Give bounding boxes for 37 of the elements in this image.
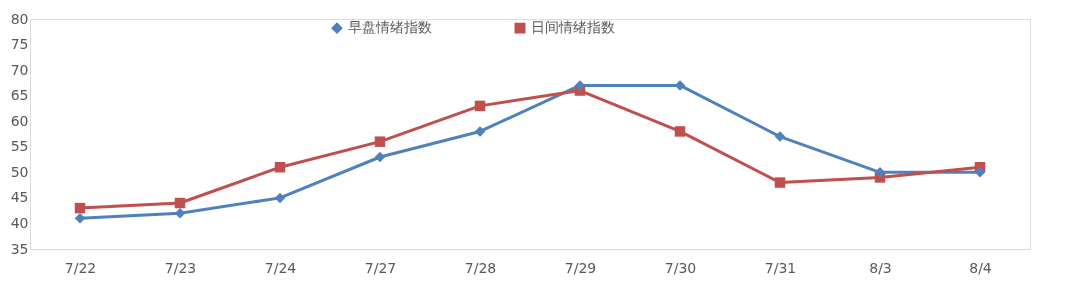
legend-label: 日间情绪指数 bbox=[531, 19, 615, 36]
x-tick-label: 7/23 bbox=[164, 259, 197, 276]
legend-label: 早盘情绪指数 bbox=[348, 19, 432, 36]
x-tick-label: 7/29 bbox=[564, 259, 597, 276]
point bbox=[974, 167, 986, 178]
x-tick-label: 8/4 bbox=[969, 259, 992, 276]
y-tick-label: 65 bbox=[10, 87, 29, 104]
y-tick-label: 70 bbox=[10, 61, 29, 78]
point bbox=[774, 177, 786, 188]
point bbox=[774, 131, 786, 142]
point bbox=[574, 80, 586, 91]
point bbox=[274, 161, 286, 173]
point bbox=[274, 192, 286, 204]
point bbox=[374, 151, 386, 163]
x-tick-label: 7/30 bbox=[664, 259, 697, 276]
point bbox=[374, 136, 386, 147]
y-tick-label: 80 bbox=[10, 10, 29, 27]
x-tick-label: 7/24 bbox=[264, 259, 297, 276]
point bbox=[674, 126, 686, 137]
x-tick-label: 7/27 bbox=[364, 259, 397, 276]
y-tick-label: 45 bbox=[10, 189, 29, 206]
x-tick-label: 7/28 bbox=[464, 259, 497, 276]
point bbox=[474, 100, 486, 112]
point bbox=[74, 202, 86, 214]
point bbox=[74, 213, 86, 224]
y-tick-label: 55 bbox=[10, 138, 29, 155]
x-tick-label: 8/3 bbox=[869, 259, 892, 276]
y-tick-label: 50 bbox=[10, 163, 29, 180]
y-tick-label: 35 bbox=[10, 240, 29, 257]
y-tick-label: 40 bbox=[10, 214, 29, 231]
point bbox=[174, 197, 186, 209]
x-tick-label: 7/22 bbox=[64, 259, 97, 276]
y-tick-label: 60 bbox=[10, 112, 29, 129]
y-tick-label: 75 bbox=[10, 36, 29, 53]
x-tick-label: 7/31 bbox=[764, 259, 797, 276]
point bbox=[874, 167, 886, 178]
point bbox=[474, 126, 486, 137]
